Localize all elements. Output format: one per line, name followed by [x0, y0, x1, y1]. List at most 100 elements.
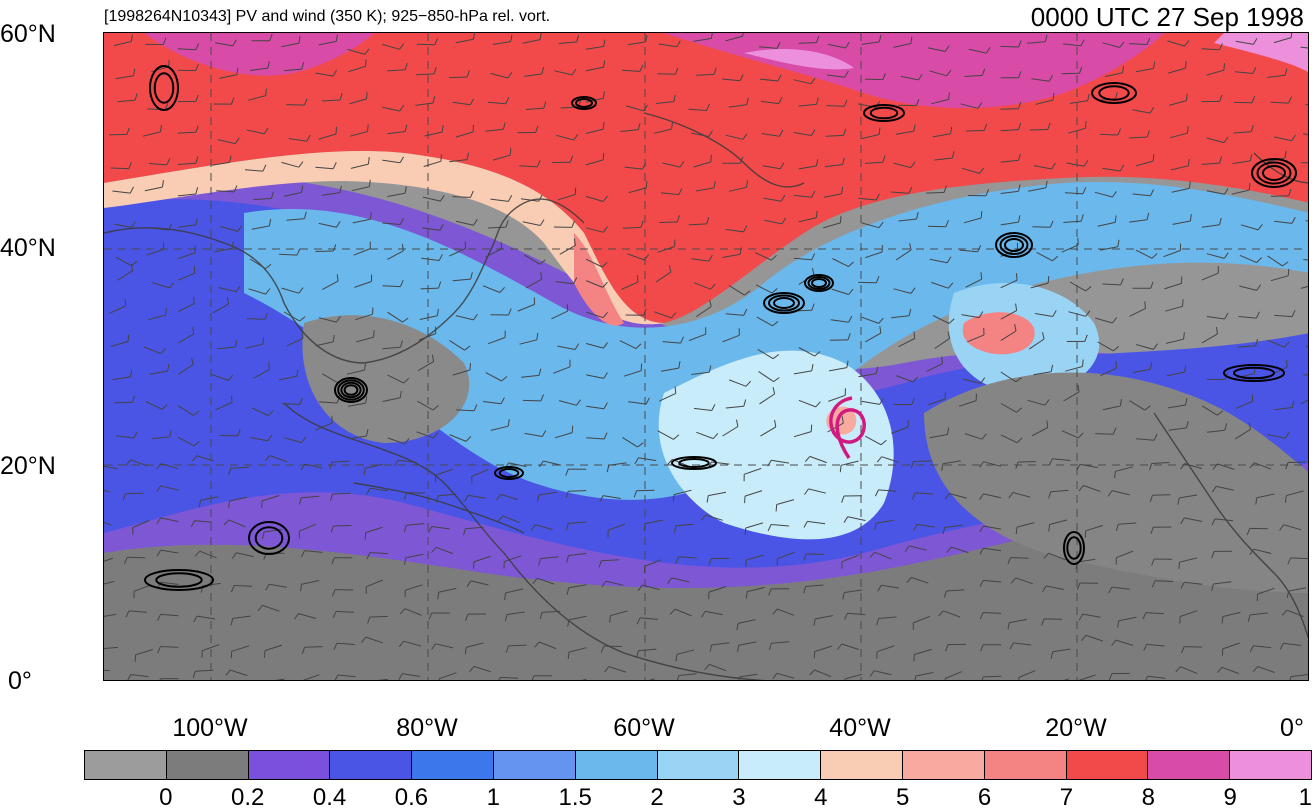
wind-barb [1152, 495, 1170, 496]
colorbar-box [1148, 751, 1230, 779]
wind-barb [111, 168, 129, 169]
colorbar-tick-label: 8 [1142, 784, 1155, 812]
wind-barb [926, 192, 944, 193]
colorbar-tick-label: 1.5 [559, 784, 592, 812]
colorbar-tick-label: 9 [1223, 784, 1236, 812]
colorbar-tick-label: 0 [159, 784, 172, 812]
colorbar-box [412, 751, 494, 779]
wind-barb-feather [125, 299, 126, 306]
wind-barb-feather [1291, 33, 1292, 38]
colorbar-box [985, 751, 1067, 779]
wind-barb-feather [840, 216, 841, 223]
wind-barb [1309, 433, 1310, 439]
wind-barb-feather [470, 363, 471, 370]
wind-barb [160, 647, 178, 648]
wind-barb-feather [128, 334, 129, 341]
wind-barb [417, 44, 435, 45]
wind-barb [127, 557, 145, 558]
wind-barb-feather [1086, 121, 1087, 128]
colorbar-box [494, 751, 576, 779]
wind-barb [826, 106, 844, 107]
wind-barb [659, 222, 677, 223]
map-subtitle: [1998264N10343] PV and wind (350 K); 925… [104, 8, 550, 26]
colorbar-tick-label: 0.6 [395, 784, 428, 812]
wind-barb [1308, 75, 1309, 76]
colorbar-tick-label: 3 [732, 784, 745, 812]
wind-barb [983, 676, 1001, 677]
lon-label-40w: 40°W [829, 714, 890, 743]
wind-barb-feather [981, 211, 982, 218]
wind-barb-feather [169, 60, 170, 67]
wind-barb-feather [302, 331, 303, 338]
wind-barb-feather [610, 616, 611, 623]
wind-barb-feather [1286, 496, 1287, 503]
lat-label-60n: 60°N [0, 20, 70, 49]
wind-barb [1018, 462, 1036, 463]
wind-barb-feather [374, 330, 375, 337]
wind-barb-feather [914, 332, 915, 339]
lon-label-60w: 60°W [613, 714, 674, 743]
wind-barb-feather [746, 560, 747, 567]
wind-barb-feather [1224, 63, 1225, 70]
wind-barb [1011, 558, 1029, 559]
wind-barb [1271, 196, 1289, 197]
pv-colorbar [84, 750, 1312, 780]
wind-barb [799, 43, 817, 44]
wind-barb-feather [914, 655, 915, 662]
colorbar-box [1230, 751, 1311, 779]
wind-barb-feather [1288, 269, 1289, 276]
wind-barb [1184, 647, 1202, 648]
wind-barb [966, 131, 984, 132]
wind-barb [1030, 130, 1048, 131]
colorbar-tick-label: 5 [896, 784, 909, 812]
wind-barb-feather [572, 426, 573, 433]
wind-barb-feather [368, 125, 369, 132]
wind-barb [282, 404, 300, 405]
colorbar-box [85, 751, 167, 779]
wind-barb [928, 226, 946, 227]
colorbar-box [1067, 751, 1149, 779]
colorbar-tick-label: 7 [1060, 784, 1073, 812]
wind-barb [247, 319, 265, 320]
lon-label-80w: 80°W [396, 714, 457, 743]
wind-barb [1001, 109, 1019, 110]
wind-barb-feather [711, 155, 712, 162]
wind-barb-feather [510, 148, 511, 155]
wind-barb-feather [942, 357, 943, 364]
lat-label-0: 0° [8, 667, 78, 696]
wind-barb-feather [776, 505, 777, 512]
colorbar-tick-label: 4 [814, 784, 827, 812]
wind-barb-feather [1017, 273, 1018, 280]
wind-barb-feather [603, 153, 604, 160]
wind-barb [316, 251, 334, 252]
colorbar-box [903, 751, 985, 779]
wind-barb-feather [646, 181, 647, 188]
lon-label-100w: 100°W [172, 714, 247, 743]
wind-barb [568, 491, 586, 492]
colorbar-tick-label: 1 [487, 784, 500, 812]
wind-barb-feather [1048, 276, 1049, 283]
wind-barb [1155, 581, 1173, 582]
wind-barb-feather [1187, 94, 1188, 101]
colorbar-tick-label: 0.4 [313, 784, 346, 812]
lon-label-0: 0° [1280, 714, 1304, 743]
colorbar-box [658, 751, 740, 779]
colorbar-box [167, 751, 249, 779]
wind-barb-feather [675, 386, 676, 393]
wind-barb-feather [1116, 361, 1117, 368]
wind-barb [865, 79, 883, 80]
wind-barb-feather [567, 304, 568, 311]
wind-barb [806, 554, 824, 555]
wind-barb [449, 77, 467, 78]
wind-barb-feather [1083, 360, 1084, 367]
wind-barb [370, 616, 388, 617]
colorbar-tick-label: 10 [1299, 784, 1312, 812]
wind-barb [1001, 46, 1019, 47]
colorbar-box [821, 751, 903, 779]
wind-barb [1308, 317, 1309, 327]
wind-barb-feather [811, 425, 812, 432]
lat-label-20n: 20°N [0, 452, 70, 481]
wind-barb-feather [135, 655, 136, 662]
map-timestamp: 0000 UTC 27 Sep 1998 [1031, 2, 1304, 33]
wind-barb [523, 400, 541, 401]
